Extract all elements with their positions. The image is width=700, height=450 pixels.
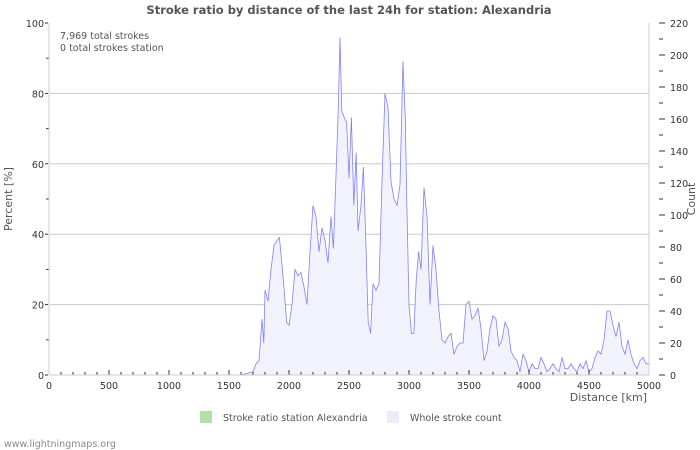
footer-link[interactable]: www.lightningmaps.org	[4, 439, 116, 450]
legend-swatch-count	[387, 411, 399, 423]
x-tick-label: 3000	[397, 381, 421, 392]
x-tick-label: 1000	[157, 381, 181, 392]
x-tick-label: 3500	[457, 381, 481, 392]
y-axis-left-label: Percent [%]	[2, 167, 15, 231]
y-right-tick-label: 40	[670, 307, 682, 318]
station-strokes-annotation: 0 total strokes station	[60, 43, 164, 54]
y-left-tick-label: 60	[32, 160, 44, 171]
y-axis-right-label: Count	[685, 182, 698, 215]
stroke-count-area	[49, 37, 649, 376]
y-right-tick-label: 20	[670, 339, 682, 350]
y-left-tick-label: 80	[32, 89, 44, 100]
y-right-tick-label: 140	[670, 147, 688, 158]
total-strokes-annotation: 7,969 total strokes	[60, 31, 149, 42]
y-right-tick-label: 200	[670, 51, 688, 62]
y-right-tick-label: 60	[670, 275, 682, 286]
y-right-tick-label: 100	[670, 211, 688, 222]
y-left-tick-label: 40	[32, 230, 44, 241]
x-tick-label: 2000	[277, 381, 301, 392]
chart-title: Stroke ratio by distance of the last 24h…	[146, 3, 551, 17]
y-right-tick-label: 0	[670, 371, 676, 382]
x-tick-label: 2500	[337, 381, 361, 392]
x-axis-label: Distance [km]	[570, 391, 647, 404]
y-right-tick-label: 160	[670, 115, 688, 126]
y-left-tick-label: 0	[38, 371, 44, 382]
y-right-tick-label: 120	[670, 179, 688, 190]
x-tick-label: 4000	[517, 381, 541, 392]
legend-label-station: Stroke ratio station Alexandria	[223, 413, 368, 424]
legend-swatch-station	[200, 411, 212, 423]
y-right-tick-label: 80	[670, 243, 682, 254]
x-tick-label: 500	[100, 381, 118, 392]
y-right-tick-label: 180	[670, 83, 688, 94]
y-right-tick-label: 220	[670, 19, 688, 30]
x-tick-label: 4500	[577, 381, 601, 392]
x-tick-label: 5000	[637, 381, 661, 392]
y-left-tick-label: 100	[26, 19, 44, 30]
x-tick-label: 1500	[217, 381, 241, 392]
y-left-tick-label: 20	[32, 301, 44, 312]
x-tick-label: 0	[46, 381, 52, 392]
stroke-count-line	[49, 37, 649, 376]
legend-label-count: Whole stroke count	[410, 413, 502, 424]
